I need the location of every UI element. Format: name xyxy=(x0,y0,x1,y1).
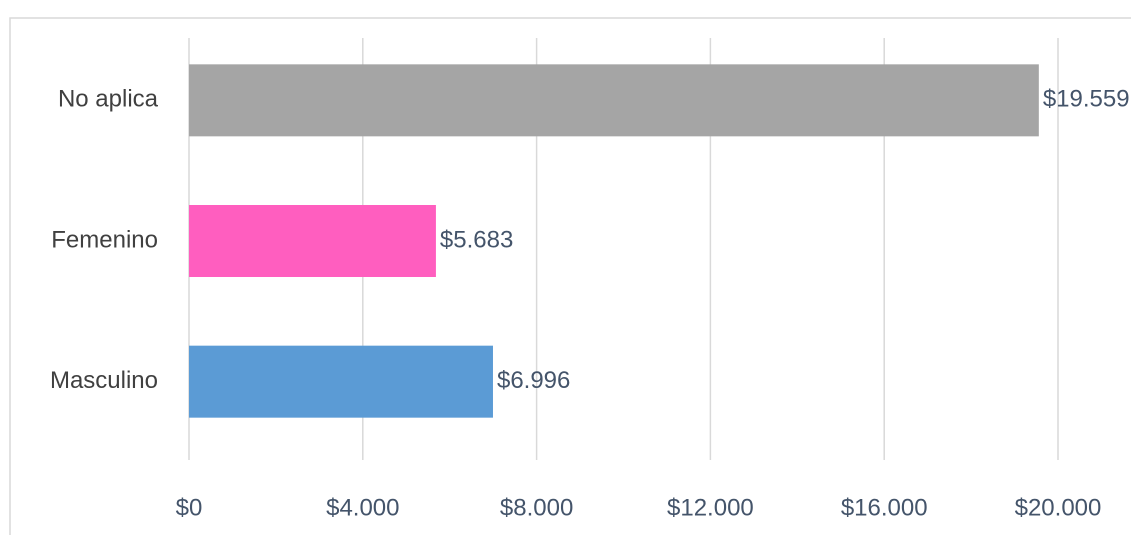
data-label: $19.559 xyxy=(1043,86,1130,113)
x-tick-label: $0 xyxy=(176,494,203,521)
x-tick-label: $20.000 xyxy=(1015,494,1102,521)
data-label: $5.683 xyxy=(440,226,513,253)
y-tick-label: Femenino xyxy=(51,226,158,253)
x-tick-label: $12.000 xyxy=(667,494,754,521)
x-tick-label: $4.000 xyxy=(326,494,399,521)
bar xyxy=(189,205,436,277)
chart-frame xyxy=(9,17,1131,535)
x-tick-label: $8.000 xyxy=(500,494,573,521)
y-tick-label: No aplica xyxy=(58,86,159,113)
bar xyxy=(189,345,493,418)
bar xyxy=(189,64,1039,137)
x-tick-label: $16.000 xyxy=(841,494,928,521)
y-tick-label: Masculino xyxy=(50,367,158,394)
data-label: $6.996 xyxy=(497,367,570,394)
